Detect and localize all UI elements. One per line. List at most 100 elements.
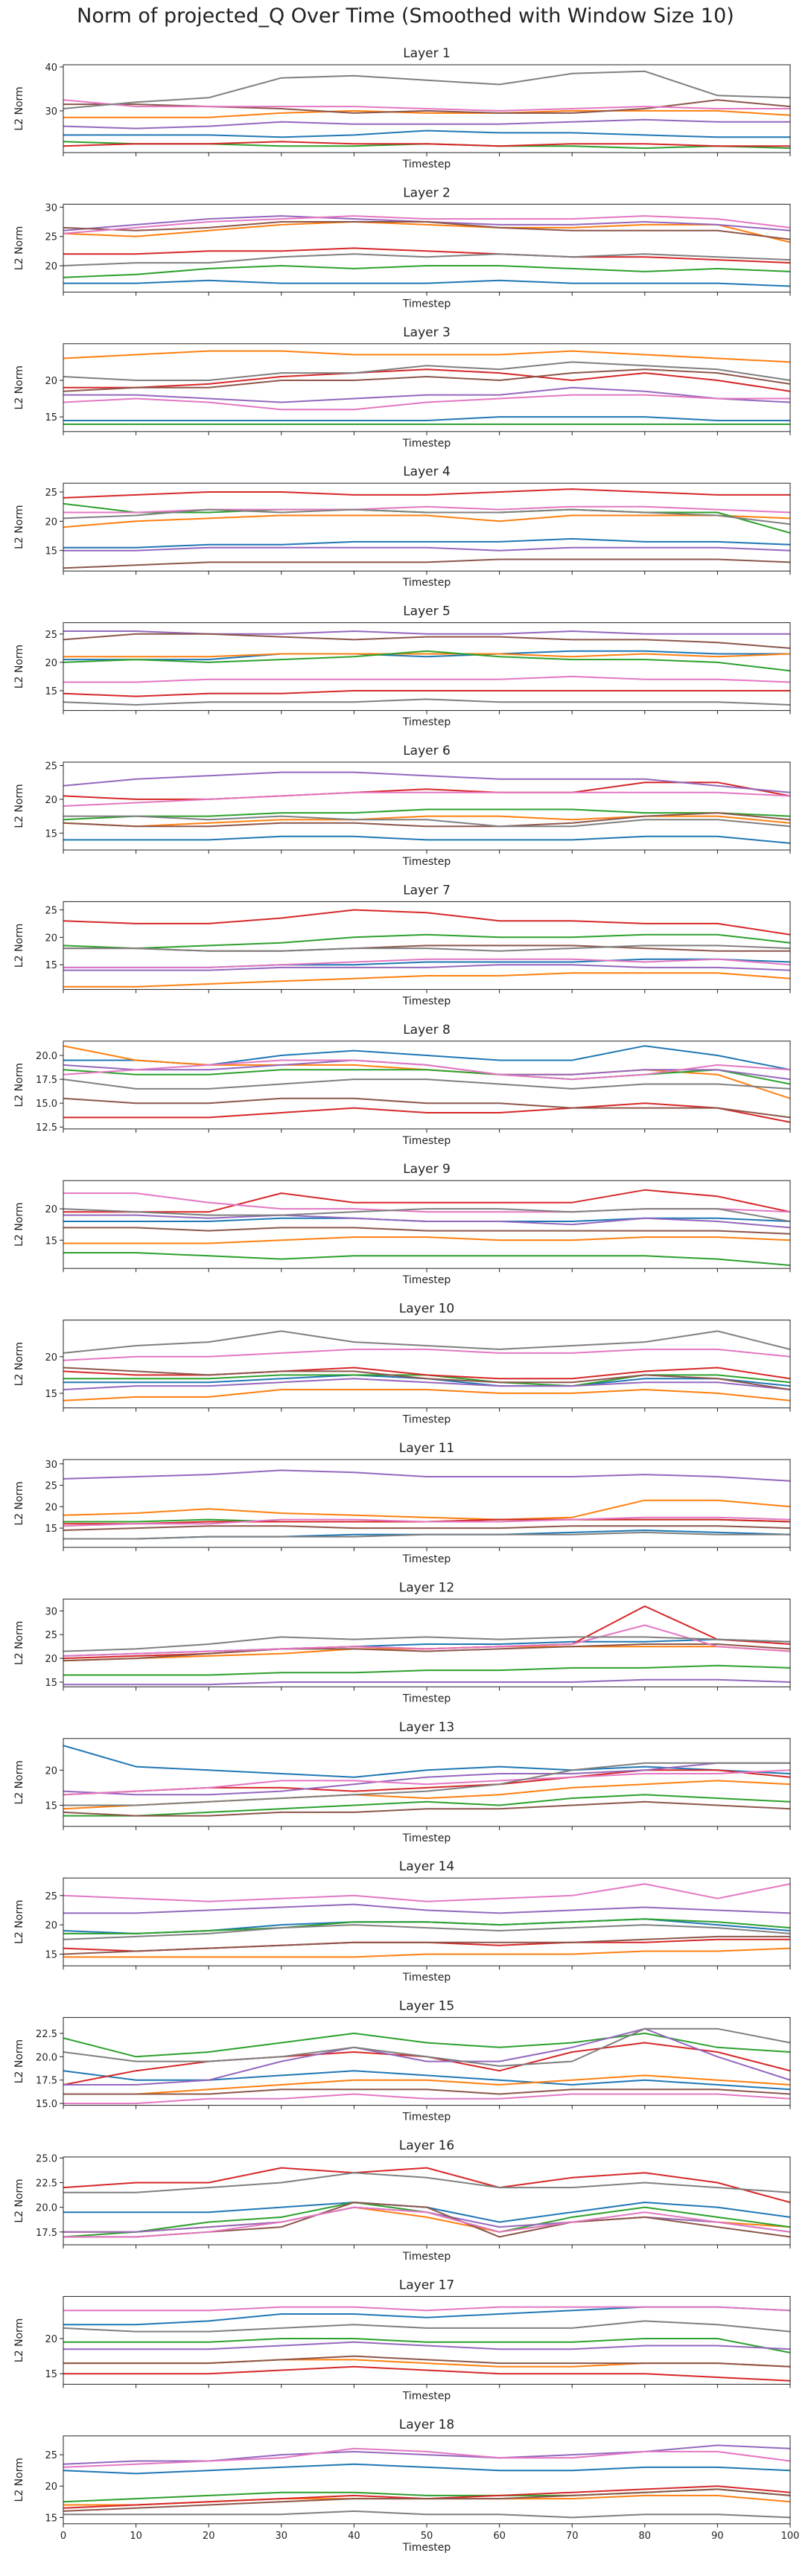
series-line-3 (63, 1794, 790, 1817)
y-tick-label: 30 (45, 1460, 57, 1471)
series-line-5 (63, 2341, 790, 2350)
y-tick-label: 25 (45, 905, 57, 916)
x-tick-label: 20 (203, 2531, 215, 2542)
y-tick-label: 20 (45, 795, 57, 806)
series-line-5 (63, 2206, 790, 2233)
subplot-title: Layer 18 (399, 2417, 454, 2432)
y-tick-label: 25 (45, 1481, 57, 1492)
subplot-layer-17: Layer 17 Timestep 15 20 L2 Norm (13, 2278, 791, 2402)
subplot-title: Layer 5 (403, 604, 451, 619)
x-axis-label: Timestep (402, 577, 451, 589)
series-group (63, 1605, 790, 1686)
series-line-1 (63, 130, 790, 138)
y-axis-label: L2 Norm (13, 1621, 25, 1665)
series-line-7 (63, 215, 790, 234)
subplot-layer-15: Layer 15 Timestep 15.0 17.5 20.0 22.5 L2 Norm (13, 1999, 791, 2123)
y-tick-label: 40 (45, 63, 57, 74)
x-axis-label: Timestep (402, 717, 451, 729)
series-line-2 (63, 972, 790, 988)
series-line-5 (63, 118, 790, 130)
series-line-8 (63, 1531, 790, 1540)
series-line-8 (63, 815, 790, 828)
series-group (63, 909, 790, 988)
series-line-3 (63, 933, 790, 950)
y-tick-label: 25 (45, 1891, 57, 1902)
subplot-title: Layer 6 (403, 744, 451, 758)
x-axis-label: Timestep (402, 995, 451, 1007)
series-line-3 (63, 265, 790, 278)
y-axis-label: L2 Norm (13, 1342, 25, 1386)
x-tick-label: 80 (639, 2531, 652, 2542)
series-line-7 (63, 675, 790, 683)
series-line-5 (63, 386, 790, 403)
series-line-2 (63, 1236, 790, 1244)
series-line-1 (63, 2306, 790, 2326)
x-tick-label: 30 (276, 2531, 288, 2542)
y-axis-label: L2 Norm (13, 1203, 25, 1247)
series-line-6 (63, 221, 790, 240)
y-tick-label: 20.0 (36, 1051, 57, 1062)
x-tick-label: 50 (421, 2531, 433, 2542)
series-line-8 (63, 2320, 790, 2333)
x-tick-label: 60 (493, 2531, 506, 2542)
y-tick-label: 20 (45, 2334, 57, 2345)
y-tick-label: 15 (45, 828, 57, 840)
series-line-7 (63, 1883, 790, 1902)
plot-frame (63, 2295, 791, 2385)
y-tick-label: 25 (45, 761, 57, 773)
series-line-3 (63, 2032, 790, 2058)
subplot-title: Layer 2 (403, 185, 451, 200)
series-group (63, 70, 790, 150)
series-line-8 (63, 1762, 790, 1806)
subplot-title: Layer 13 (399, 1720, 454, 1735)
series-line-3 (63, 1069, 790, 1085)
y-axis-label: L2 Norm (13, 1760, 25, 1804)
series-line-6 (63, 1227, 790, 1235)
series-line-1 (63, 835, 790, 844)
series-line-4 (63, 488, 790, 499)
x-axis-label: Timestep (402, 1832, 451, 1844)
series-line-8 (63, 508, 790, 525)
series-line-2 (63, 1389, 790, 1402)
y-axis-label: L2 Norm (13, 2318, 25, 2362)
series-line-4 (63, 1102, 790, 1123)
x-axis-label: Timestep (402, 856, 451, 868)
subplot-layer-2: Layer 2 Timestep 20 25 30 L2 Norm (13, 185, 791, 310)
subplot-layer-9: Layer 9 Timestep 15 20 L2 Norm (13, 1162, 791, 1286)
subplot-title: Layer 11 (399, 1441, 454, 1456)
y-axis-label: L2 Norm (13, 924, 25, 968)
series-group (63, 350, 790, 425)
series-line-8 (63, 2027, 790, 2067)
series-line-1 (63, 1745, 790, 1778)
series-line-6 (63, 2355, 790, 2368)
y-tick-label: 17.5 (36, 2076, 57, 2087)
subplot-title: Layer 12 (399, 1580, 454, 1595)
series-line-5 (63, 1762, 790, 1796)
y-tick-label: 15.0 (36, 2099, 57, 2110)
series-line-5 (63, 1678, 790, 1686)
series-line-3 (63, 808, 790, 821)
series-line-7 (63, 2306, 790, 2312)
series-line-5 (63, 964, 790, 971)
y-tick-label: 15 (45, 686, 57, 697)
series-line-5 (63, 2444, 790, 2465)
plot-frame (63, 622, 791, 712)
y-tick-label: 20.0 (36, 2203, 57, 2214)
y-axis-label: L2 Norm (13, 645, 25, 688)
plot-frame (63, 1598, 791, 1687)
x-axis-label: Timestep (402, 1414, 451, 1426)
x-axis-label: Timestep (402, 1972, 451, 1984)
series-line-6 (63, 368, 790, 392)
series-line-8 (63, 1924, 790, 1940)
series-line-2 (63, 109, 790, 118)
series-line-2 (63, 2074, 790, 2095)
y-tick-label: 15 (45, 1949, 57, 1960)
series-line-6 (63, 1800, 790, 1817)
x-tick-label: 0 (60, 2531, 66, 2542)
series-line-8 (63, 945, 790, 952)
y-tick-label: 15 (45, 1678, 57, 1689)
subplot-title: Layer 9 (403, 1162, 451, 1177)
x-axis-label: Timestep (402, 438, 451, 450)
y-tick-label: 15 (45, 412, 57, 424)
series-line-8 (63, 1636, 790, 1652)
